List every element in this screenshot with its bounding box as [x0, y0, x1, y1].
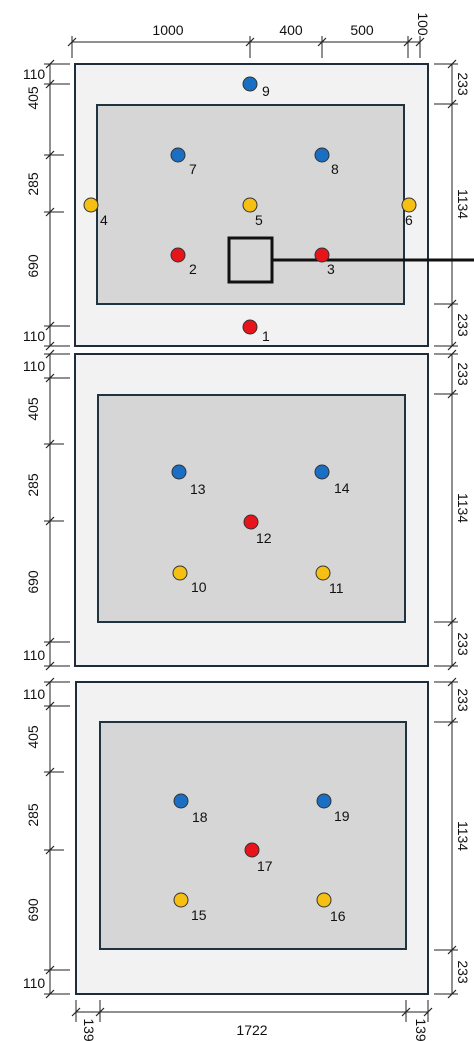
- panel-2-left-dimensions: 110 405 285 690 110: [23, 349, 70, 671]
- point-marker-17: [244, 842, 260, 858]
- bottom-dim-139-left: 139: [81, 1018, 97, 1041]
- top-dim-400: 400: [279, 22, 303, 38]
- point-label-10: 10: [191, 579, 207, 595]
- point-marker-10: [172, 565, 188, 581]
- point-marker-16: [316, 892, 332, 908]
- point-label-19: 19: [334, 808, 350, 824]
- panel-1-left-dimensions: 110 405 285 690 110: [23, 59, 70, 351]
- panel-3-right-dim-233-bottom: 233: [455, 960, 471, 984]
- panel-3-inner-area: [99, 721, 407, 950]
- point-marker-4: [83, 197, 99, 213]
- panel-2-left-dim-405: 405: [25, 397, 41, 421]
- panel-3-right-dim-1134: 1134: [455, 821, 471, 851]
- panel-2-right-dim-1134: 1134: [455, 493, 471, 523]
- point-marker-8: [314, 147, 330, 163]
- panel-3: 110 405 285 690 110 233 1134 233 15 16: [23, 677, 471, 999]
- point-marker-7: [170, 147, 186, 163]
- point-marker-14: [314, 464, 330, 480]
- point-label-3: 3: [327, 261, 335, 277]
- point-label-12: 12: [256, 530, 272, 546]
- point-label-7: 7: [189, 161, 197, 177]
- panel-2-right-dim-233-top: 233: [455, 362, 471, 386]
- panel-2: 110 405 285 690 110 233 1134 233 10 11: [23, 349, 471, 671]
- point-marker-2: [170, 247, 186, 263]
- panel-3-right-dim-233-top: 233: [455, 688, 471, 712]
- panel-2-right-dimensions: 233 1134 233: [434, 349, 471, 671]
- point-marker-9: [242, 76, 258, 92]
- panel-3-left-dim-110-bottom: 110: [23, 975, 46, 991]
- top-dim-1000: 1000: [152, 22, 183, 38]
- point-marker-18: [173, 793, 189, 809]
- panel-1-right-dim-233-bottom: 233: [455, 313, 471, 337]
- top-dim-500: 500: [350, 22, 374, 38]
- point-marker-6: [401, 197, 417, 213]
- panel-2-inner-area: [97, 394, 406, 623]
- panel-1: 110 405 285 690 110 233 1134 233 1: [23, 59, 474, 351]
- point-label-18: 18: [192, 809, 208, 825]
- panel-1-measurement-points: 1 2 3 4 5 6 7 8 9: [83, 76, 417, 344]
- point-marker-12: [243, 514, 259, 530]
- panel-2-measurement-points: 10 11 12 13 14: [171, 464, 350, 596]
- top-dim-100: 100: [415, 12, 431, 36]
- bottom-dimension-chain: 139 1722 139: [71, 1000, 433, 1041]
- point-label-1: 1: [262, 328, 270, 344]
- bottom-dim-1722: 1722: [236, 1022, 267, 1038]
- point-label-2: 2: [189, 261, 197, 277]
- panel-3-measurement-points: 15 16 17 18 19: [173, 793, 350, 924]
- panel-1-left-dim-110-bottom: 110: [23, 328, 46, 344]
- panel-3-left-dimensions: 110 405 285 690 110: [23, 677, 70, 999]
- point-label-15: 15: [191, 907, 207, 923]
- panel-1-left-dim-405: 405: [25, 86, 41, 110]
- point-label-5: 5: [255, 212, 263, 228]
- point-label-6: 6: [405, 212, 413, 228]
- point-label-4: 4: [100, 212, 108, 228]
- point-marker-19: [316, 793, 332, 809]
- point-marker-5: [242, 197, 258, 213]
- panel-1-left-dim-690: 690: [25, 254, 41, 278]
- panel-3-left-dim-285: 285: [25, 803, 41, 827]
- point-label-14: 14: [334, 480, 350, 496]
- point-label-8: 8: [331, 161, 339, 177]
- point-label-13: 13: [190, 481, 206, 497]
- point-marker-11: [315, 565, 331, 581]
- point-marker-15: [173, 892, 189, 908]
- point-label-17: 17: [257, 858, 273, 874]
- panel-2-left-dim-285: 285: [25, 473, 41, 497]
- panel-2-left-dim-110-bottom: 110: [23, 647, 46, 663]
- panel-3-left-dim-110-top: 110: [23, 686, 46, 702]
- top-dimension-chain: 1000 400 500 100: [67, 12, 431, 58]
- panel-3-left-dim-405: 405: [25, 725, 41, 749]
- panel-1-right-dimensions: 233 1134 233: [434, 59, 471, 351]
- point-label-16: 16: [330, 908, 346, 924]
- panel-2-left-dim-110-top: 110: [23, 358, 46, 374]
- panel-1-right-dim-1134: 1134: [455, 189, 471, 219]
- panel-1-left-dim-110-top: 110: [23, 66, 46, 82]
- panel-2-right-dim-233-bottom: 233: [455, 632, 471, 656]
- point-label-11: 11: [329, 580, 344, 596]
- point-label-9: 9: [262, 83, 270, 99]
- panel-1-left-dim-285: 285: [25, 172, 41, 196]
- point-marker-13: [171, 464, 187, 480]
- panel-3-right-dimensions: 233 1134 233: [434, 677, 471, 999]
- panel-2-left-dim-690: 690: [25, 570, 41, 594]
- bottom-dim-139-right: 139: [413, 1018, 429, 1041]
- point-marker-1: [242, 319, 258, 335]
- point-marker-3: [314, 247, 330, 263]
- panel-1-right-dim-233-top: 233: [455, 72, 471, 96]
- panel-3-left-dim-690: 690: [25, 898, 41, 922]
